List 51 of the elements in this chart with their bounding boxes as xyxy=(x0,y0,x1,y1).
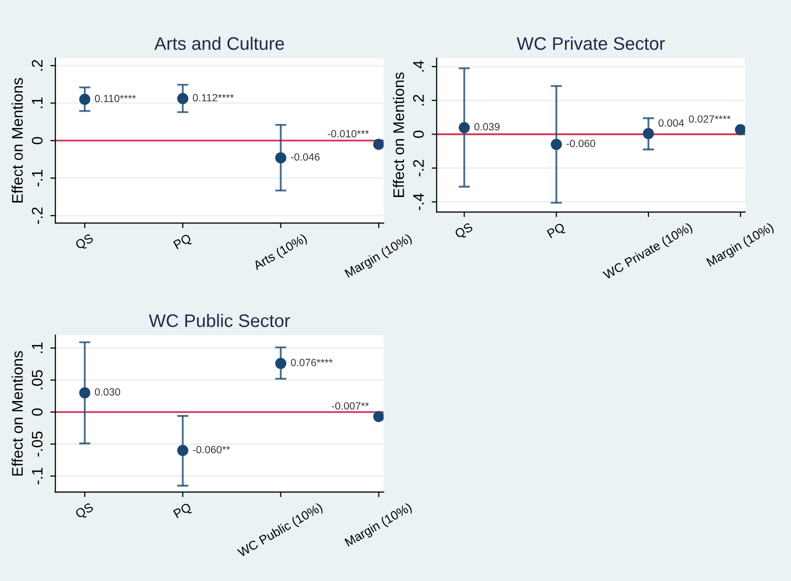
point xyxy=(177,444,188,456)
x-tick-label: PQ xyxy=(546,222,566,240)
point xyxy=(373,138,384,150)
data-label: -0.060 xyxy=(566,140,596,148)
y-tick-label: 0 xyxy=(32,408,43,416)
data-label: 0.004 xyxy=(658,119,684,127)
data-label: 0.030 xyxy=(94,388,120,396)
x-tick-label: QS xyxy=(74,233,95,252)
point xyxy=(373,410,384,422)
data-label: 0.076**** xyxy=(290,358,333,366)
data-label: 0.027**** xyxy=(688,115,731,123)
y-tick-label: .05 xyxy=(32,370,43,390)
point xyxy=(275,358,286,369)
point xyxy=(275,152,286,164)
y-tick-label: .2 xyxy=(32,60,42,71)
data-label: 0.110**** xyxy=(94,94,136,102)
point xyxy=(177,93,188,104)
point xyxy=(734,124,746,136)
y-tick-label: -.2 xyxy=(32,207,42,224)
y-tick-label: 0 xyxy=(413,130,424,138)
chart-title: WC Private Sector xyxy=(516,36,665,50)
data-label: 0.112**** xyxy=(192,94,234,102)
x-tick-label: PQ xyxy=(173,502,193,520)
point xyxy=(550,138,562,150)
y-tick-label: -.05 xyxy=(32,432,43,457)
point xyxy=(79,387,90,398)
y-tick-label: .2 xyxy=(413,94,424,106)
data-label: -0.010*** xyxy=(328,130,369,138)
point xyxy=(79,94,90,105)
y-axis-title: Effect on Mentions xyxy=(12,351,23,476)
data-label: 0.039 xyxy=(474,123,500,130)
data-label: -0.007** xyxy=(332,402,369,410)
y-tick-label: -.4 xyxy=(413,193,424,210)
data-label: -0.060** xyxy=(192,446,230,454)
x-tick-label: QS xyxy=(74,502,95,520)
y-axis-title: Effect on Mentions xyxy=(392,72,404,197)
y-axis-title: Effect on Mentions xyxy=(12,78,23,202)
data-label: -0.046 xyxy=(290,153,320,161)
y-tick-label: .1 xyxy=(32,342,42,354)
y-tick-label: 0 xyxy=(32,136,43,144)
chart-title: Arts and Culture xyxy=(154,36,284,50)
x-tick-label: PQ xyxy=(173,233,193,252)
chart-title: WC Public Sector xyxy=(148,314,290,328)
y-tick-label: .1 xyxy=(32,97,42,108)
point xyxy=(458,122,470,134)
y-tick-label: -.1 xyxy=(32,468,42,484)
y-tick-label: -.2 xyxy=(413,160,424,176)
x-tick-label: QS xyxy=(454,222,474,240)
y-tick-label: -.1 xyxy=(32,170,42,186)
y-tick-label: .4 xyxy=(413,60,424,72)
point xyxy=(642,128,654,140)
